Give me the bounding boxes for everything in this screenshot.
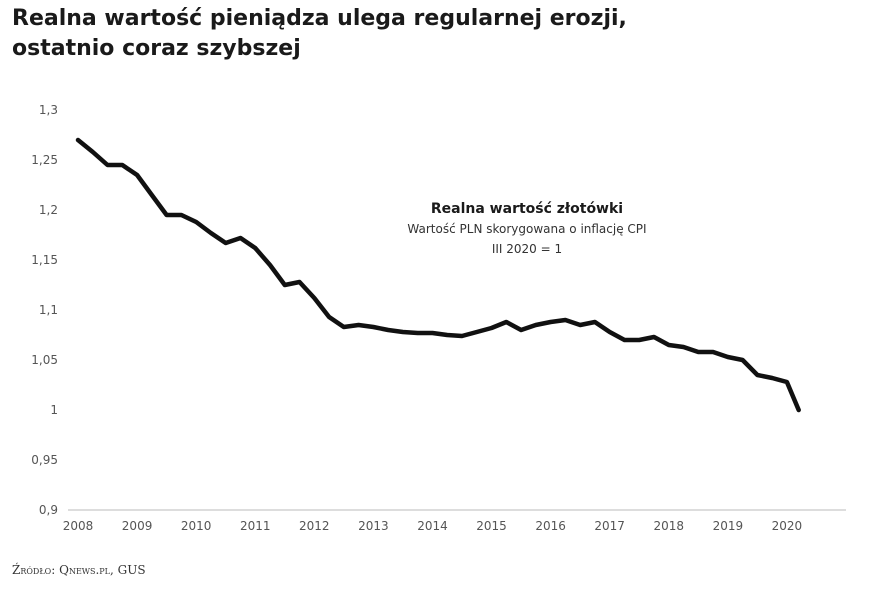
source-note: Źródło: Qnews.pl, GUS xyxy=(12,563,146,577)
x-tick-label: 2013 xyxy=(358,519,389,533)
y-tick-label: 1,1 xyxy=(39,303,58,317)
y-tick-label: 1,25 xyxy=(31,153,58,167)
headline: Realna wartość pieniądza ulega regularne… xyxy=(12,4,872,64)
x-tick-label: 2018 xyxy=(653,519,684,533)
y-tick-label: 1,2 xyxy=(39,203,58,217)
x-tick-label: 2009 xyxy=(122,519,153,533)
y-axis: 0,9 0,95 1 1,05 1,1 1,15 1,2 1,25 1,3 xyxy=(31,103,58,517)
x-tick-label: 2014 xyxy=(417,519,448,533)
chart-title: Realna wartość złotówki xyxy=(431,201,623,217)
x-tick-label: 2008 xyxy=(63,519,94,533)
headline-line-2: ostatnio coraz szybszej xyxy=(12,36,301,61)
y-tick-label: 0,9 xyxy=(39,503,58,517)
headline-line-1: Realna wartość pieniądza ulega regularne… xyxy=(12,6,627,31)
series-line-real-value xyxy=(75,137,801,413)
x-tick-label: 2010 xyxy=(181,519,212,533)
y-tick-label: 1,15 xyxy=(31,253,58,267)
x-tick-label: 2012 xyxy=(299,519,330,533)
chart-subtitle: Wartość PLN skorygowana o inflację CPI xyxy=(407,222,646,236)
chart-subtitle-base: III 2020 = 1 xyxy=(492,242,562,256)
y-tick-label: 0,95 xyxy=(31,453,58,467)
x-axis: 2008 2009 2010 2011 2012 2013 2014 2015 2016 2017… xyxy=(63,519,802,533)
y-tick-label: 1,3 xyxy=(39,103,58,117)
x-tick-label: 2020 xyxy=(772,519,803,533)
x-tick-label: 2019 xyxy=(713,519,744,533)
y-tick-label: 1,05 xyxy=(31,353,58,367)
x-tick-label: 2015 xyxy=(476,519,507,533)
x-tick-label: 2011 xyxy=(240,519,271,533)
y-tick-label: 1 xyxy=(50,403,58,417)
x-tick-label: 2017 xyxy=(594,519,625,533)
x-tick-label: 2016 xyxy=(535,519,566,533)
